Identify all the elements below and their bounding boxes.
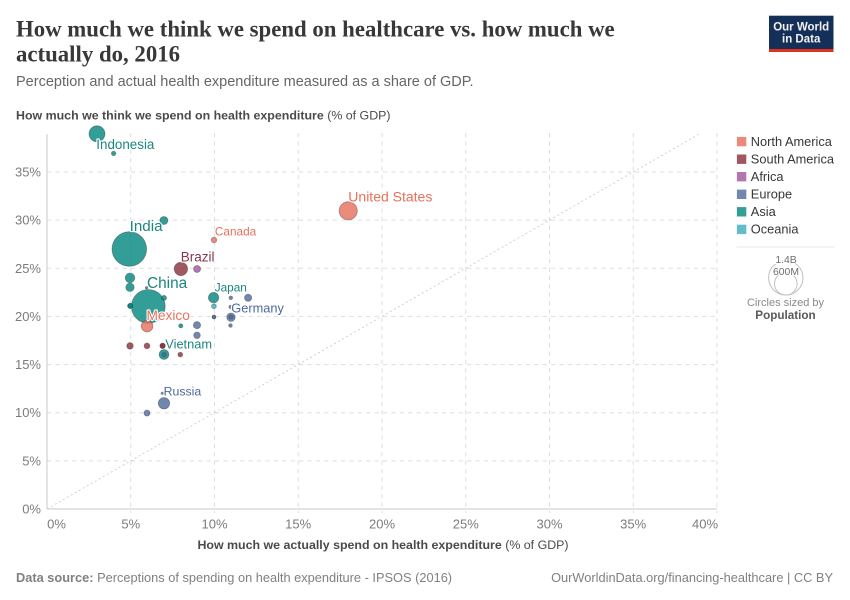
svg-text:Circles sized by: Circles sized by — [747, 297, 825, 309]
svg-text:China: China — [147, 275, 188, 292]
svg-text:Data source: Perceptions of sp: Data source: Perceptions of spending on … — [16, 570, 452, 585]
svg-text:How much we think we spend on: How much we think we spend on healthcare… — [16, 17, 615, 42]
svg-text:How much we think we spend on: How much we think we spend on health exp… — [16, 108, 391, 122]
svg-text:25%: 25% — [15, 261, 41, 276]
svg-text:Oceania: Oceania — [751, 222, 800, 237]
svg-text:How much we actually spend on: How much we actually spend on health exp… — [197, 538, 568, 552]
svg-text:Russia: Russia — [164, 385, 202, 399]
svg-text:Our World: Our World — [773, 22, 829, 34]
svg-text:United States: United States — [348, 188, 432, 204]
svg-text:Africa: Africa — [751, 169, 785, 184]
svg-text:0%: 0% — [47, 517, 66, 532]
svg-text:0%: 0% — [22, 502, 41, 517]
svg-text:10%: 10% — [201, 517, 227, 532]
svg-text:40%: 40% — [692, 517, 718, 532]
svg-text:Germany: Germany — [231, 301, 284, 316]
svg-text:North America: North America — [751, 134, 833, 149]
svg-text:5%: 5% — [121, 517, 140, 532]
svg-text:25%: 25% — [453, 517, 479, 532]
svg-text:in Data: in Data — [782, 34, 821, 46]
svg-text:Vietnam: Vietnam — [165, 336, 212, 351]
svg-text:India: India — [130, 218, 163, 235]
svg-text:600M: 600M — [773, 267, 799, 278]
svg-text:Europe: Europe — [751, 187, 792, 202]
svg-text:South America: South America — [751, 151, 835, 166]
svg-text:Population: Population — [755, 309, 815, 322]
svg-text:5%: 5% — [22, 453, 41, 468]
svg-text:1.4B: 1.4B — [775, 255, 796, 266]
svg-text:10%: 10% — [15, 405, 41, 420]
svg-text:30%: 30% — [15, 213, 41, 228]
svg-text:15%: 15% — [285, 517, 311, 532]
svg-text:35%: 35% — [15, 165, 41, 180]
svg-text:Indonesia: Indonesia — [96, 137, 155, 152]
svg-text:20%: 20% — [15, 309, 41, 324]
svg-text:15%: 15% — [15, 357, 41, 372]
svg-text:Canada: Canada — [215, 225, 257, 239]
svg-text:Mexico: Mexico — [147, 308, 191, 323]
svg-text:35%: 35% — [620, 517, 646, 532]
svg-text:Perception and actual health e: Perception and actual health expenditure… — [16, 74, 474, 90]
svg-text:20%: 20% — [369, 517, 395, 532]
svg-text:30%: 30% — [536, 517, 562, 532]
svg-text:Brazil: Brazil — [181, 249, 215, 264]
svg-text:Japan: Japan — [215, 280, 247, 294]
svg-text:actually do, 2016: actually do, 2016 — [16, 42, 180, 67]
svg-text:Asia: Asia — [751, 204, 777, 219]
svg-text:OurWorldinData.org/financing-h: OurWorldinData.org/financing-healthcare … — [551, 570, 833, 585]
